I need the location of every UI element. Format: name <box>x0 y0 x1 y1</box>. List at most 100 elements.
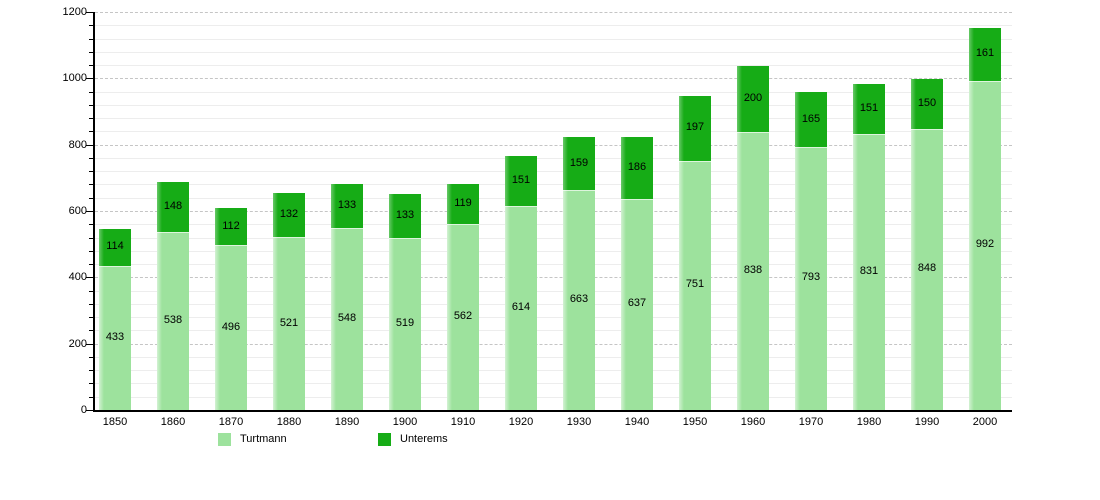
bar-value-turtmann: 637 <box>627 297 647 310</box>
gridline-major <box>95 277 1012 279</box>
y-axis-minor-tick <box>89 25 93 27</box>
bar-value-turtmann: 548 <box>337 312 357 325</box>
gridline-major <box>95 211 1012 212</box>
bar-segment-unterems <box>215 208 247 246</box>
y-axis-label: 600 <box>68 205 87 217</box>
y-axis-minor-tick <box>89 184 93 186</box>
gridline-minor <box>95 197 1012 199</box>
y-axis-minor-tick <box>89 38 93 40</box>
bar-segment-turtmann <box>505 206 537 410</box>
x-axis-label: 1980 <box>856 416 882 428</box>
gridline-minor <box>95 370 1012 372</box>
y-axis-major-tick <box>86 12 93 13</box>
y-axis-minor-tick <box>89 303 93 305</box>
y-axis-label: 1200 <box>62 6 87 18</box>
y-axis-major-tick <box>86 410 93 411</box>
bar-value-unterems: 197 <box>685 121 705 134</box>
bar-value-turtmann: 793 <box>801 271 821 284</box>
bar-segment-turtmann <box>563 190 595 410</box>
bar-segment-unterems <box>157 182 189 232</box>
bar-value-unterems: 114 <box>106 240 124 253</box>
x-axis-label: 1920 <box>508 416 534 428</box>
bar-value-unterems: 161 <box>975 47 995 60</box>
bar-segment-turtmann <box>853 134 885 410</box>
bar-segment-unterems <box>99 228 131 267</box>
bar-segment-unterems <box>911 78 943 129</box>
bar-segment-turtmann <box>679 160 711 410</box>
bar-value-unterems: 151 <box>859 102 879 115</box>
gridline-minor <box>95 224 1012 226</box>
bar-segment-turtmann <box>389 237 421 410</box>
y-axis-minor-tick <box>89 65 93 67</box>
bar-segment-turtmann <box>331 228 363 410</box>
y-axis-minor-tick <box>89 370 93 372</box>
x-axis-label: 1950 <box>682 416 708 428</box>
gridline-minor <box>95 157 1012 159</box>
bar-value-unterems: 119 <box>454 196 472 209</box>
y-axis-line <box>93 12 95 412</box>
bar-segment-unterems <box>447 184 479 224</box>
bar-value-turtmann: 538 <box>163 313 183 326</box>
x-axis-label: 1880 <box>276 416 302 428</box>
x-axis-label: 1900 <box>392 416 418 428</box>
y-axis-minor-tick <box>89 330 93 332</box>
gridline-minor <box>95 118 1012 120</box>
bar-segment-unterems <box>505 156 537 207</box>
bar-segment-unterems <box>737 65 769 133</box>
y-axis-minor-tick <box>89 383 93 385</box>
bar-segment-unterems <box>853 84 885 135</box>
x-axis-label: 1940 <box>624 416 650 428</box>
bar-value-unterems: 112 <box>222 219 240 232</box>
y-axis-minor-tick <box>89 237 93 239</box>
bar-value-turtmann: 519 <box>395 316 415 329</box>
bar-value-unterems: 159 <box>569 156 589 169</box>
bar-segment-turtmann <box>447 223 479 410</box>
gridline-minor <box>95 184 1012 186</box>
gridline-minor <box>95 303 1012 305</box>
bar-value-unterems: 200 <box>743 91 763 104</box>
gridline-minor <box>95 396 1012 398</box>
y-axis-minor-tick <box>89 118 93 120</box>
gridline-minor <box>95 38 1012 40</box>
y-axis-minor-tick <box>89 317 93 319</box>
gridline-minor <box>95 356 1012 358</box>
gridline-minor <box>95 383 1012 385</box>
x-axis-label: 1910 <box>450 416 476 428</box>
gridline-minor <box>95 264 1012 266</box>
y-axis-minor-tick <box>89 250 93 252</box>
legend-swatch-turtmann <box>218 433 231 446</box>
y-axis-minor-tick <box>89 224 93 226</box>
y-axis-minor-tick <box>89 157 93 159</box>
x-axis-label: 1970 <box>798 416 824 428</box>
y-axis-minor-tick <box>89 91 93 93</box>
bar-segment-unterems <box>679 95 711 161</box>
bar-segment-turtmann <box>795 146 827 410</box>
gridline-minor <box>95 91 1012 93</box>
y-axis-major-tick <box>86 277 93 279</box>
x-axis-line <box>93 410 1012 412</box>
bar-value-turtmann: 663 <box>569 293 589 306</box>
y-axis-major-tick <box>86 211 93 212</box>
x-axis-label: 1890 <box>334 416 360 428</box>
legend-label-unterems: Unterems <box>400 433 448 445</box>
legend-swatch-unterems <box>378 433 391 446</box>
bar-value-turtmann: 614 <box>511 301 531 314</box>
bar-value-unterems: 165 <box>801 112 821 125</box>
y-axis-minor-tick <box>89 356 93 358</box>
bar-value-turtmann: 848 <box>917 262 937 275</box>
bar-segment-unterems <box>331 184 363 229</box>
y-axis-minor-tick <box>89 104 93 106</box>
y-axis-minor-tick <box>89 396 93 398</box>
bar-segment-turtmann <box>215 245 247 410</box>
y-axis-label: 200 <box>68 337 87 350</box>
gridline-minor <box>95 317 1012 319</box>
gridline-major <box>95 78 1012 80</box>
gridline-minor <box>95 250 1012 252</box>
gridline-minor <box>95 65 1012 67</box>
x-axis-label: 1960 <box>740 416 766 428</box>
x-axis-label: 2000 <box>972 416 998 428</box>
gridline-minor <box>95 25 1012 27</box>
y-axis-minor-tick <box>89 197 93 199</box>
bar-value-turtmann: 751 <box>685 278 705 291</box>
